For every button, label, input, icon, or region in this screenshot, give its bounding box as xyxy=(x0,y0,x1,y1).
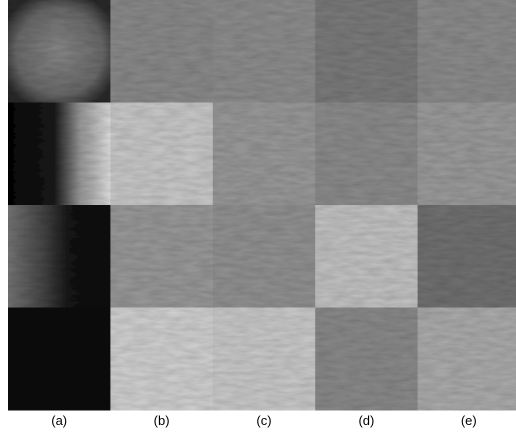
image-grid xyxy=(8,0,516,411)
column-label: (e) xyxy=(461,413,477,428)
face-image xyxy=(8,307,111,411)
column-labels: (a) (b) (c) (d) (e) xyxy=(51,413,476,428)
filter-response xyxy=(212,307,316,411)
filter-response xyxy=(417,102,516,206)
column-label: (a) xyxy=(51,413,67,428)
filter-response xyxy=(212,0,316,103)
face-image xyxy=(8,205,111,308)
filter-response xyxy=(110,205,214,308)
column-label: (c) xyxy=(256,413,271,428)
filter-response xyxy=(315,307,419,411)
filter-response xyxy=(110,102,214,206)
filter-response xyxy=(315,0,419,103)
filter-response xyxy=(417,307,516,411)
filter-response xyxy=(110,0,214,103)
filter-response xyxy=(315,205,419,308)
face-image xyxy=(8,102,111,206)
filter-response xyxy=(417,0,516,103)
filter-response xyxy=(315,102,419,206)
column-label: (d) xyxy=(358,413,374,428)
filter-response xyxy=(212,205,316,308)
column-label: (b) xyxy=(154,413,170,428)
filter-response xyxy=(110,307,214,411)
filter-response xyxy=(212,102,316,206)
filter-response xyxy=(417,205,516,308)
face-image xyxy=(8,0,111,103)
